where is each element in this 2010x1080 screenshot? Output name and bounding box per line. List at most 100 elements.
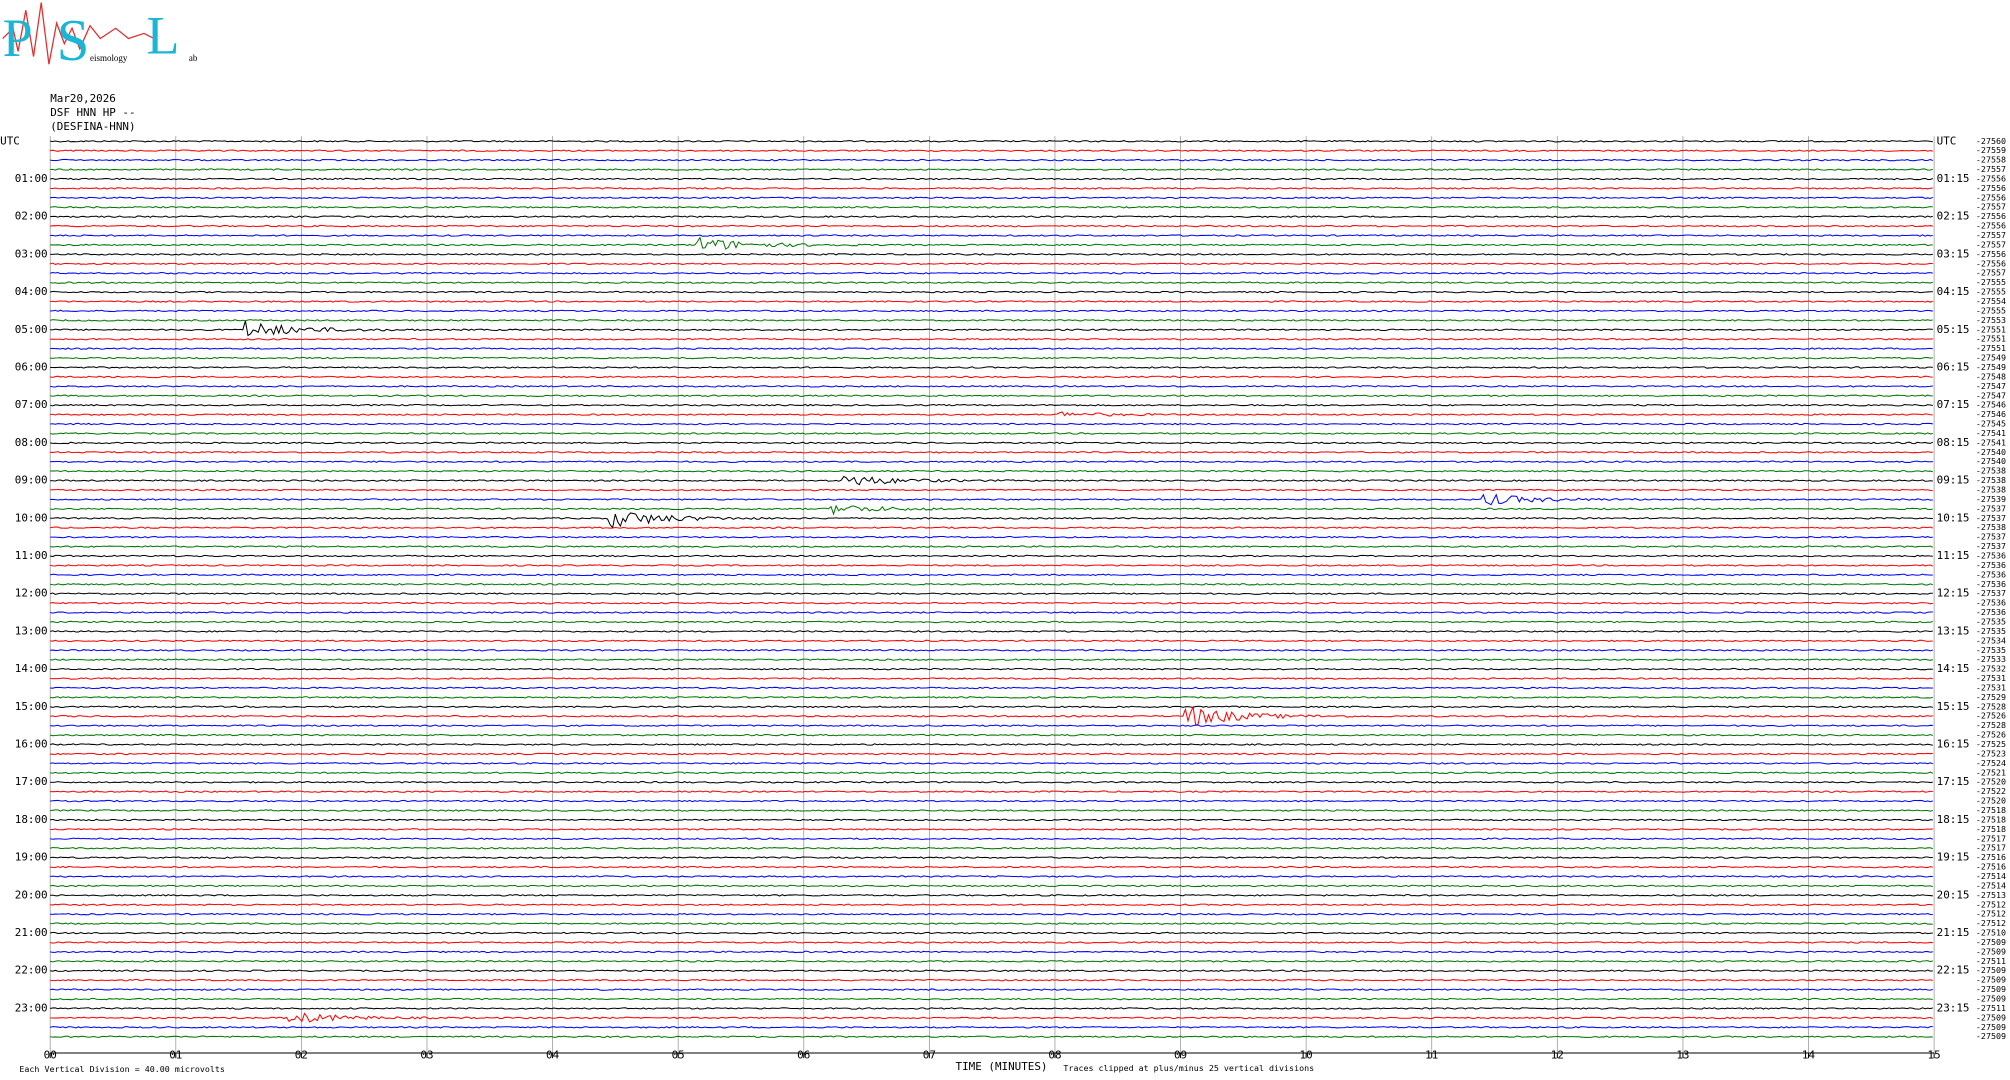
hour-label-right: 17:15 [1937,775,1970,788]
trace [50,573,1933,577]
trace [50,196,1934,200]
trace [50,865,1933,869]
trace-offset: -27557 [1976,268,2006,278]
trace-offset: -27531 [1976,682,2006,692]
trace [50,592,1933,595]
trace [50,696,1933,699]
trace [50,554,1933,558]
trace [50,1026,1933,1029]
trace-offset: -27540 [1976,456,2006,466]
trace [50,504,1933,516]
trace [50,366,1933,369]
trace [50,224,1933,228]
trace [50,960,1933,963]
logo: P S L eismology ab [2,2,198,73]
logo-word: ab [189,53,198,63]
trace [50,1012,1934,1023]
trace-offset: -27514 [1976,880,2006,890]
hour-label-right: 10:15 [1937,511,1970,524]
trace-offset: -27551 [1976,343,2006,353]
hour-label: 04:00 [15,285,48,298]
x-tick-label: 11 [1425,1049,1438,1062]
trace [50,620,1933,624]
trace [50,639,1933,643]
x-tick-label: 14 [1802,1049,1816,1062]
trace-offset: -27509 [1976,1031,2006,1041]
trace [50,931,1933,935]
trace-offset: -27521 [1976,767,2006,777]
trace [50,460,1933,463]
hour-label: 06:00 [15,360,48,373]
trace [50,337,1933,341]
logo-letter: L [147,5,180,65]
trace [50,912,1933,916]
station-name: (DESFINA-HNN) [50,120,135,133]
trace [50,941,1933,944]
trace-offset: -27512 [1976,909,2006,919]
hour-label-right: 20:15 [1937,888,1970,901]
grid [49,136,1935,1059]
trace [50,818,1933,822]
hour-label-right: 01:15 [1937,172,1970,185]
trace-offset: -27557 [1976,239,2006,249]
trace [50,583,1933,586]
trace [50,667,1933,671]
trace [50,411,1933,417]
trace [50,290,1933,294]
trace-offset: -27516 [1976,852,2006,862]
x-tick-label: 12 [1551,1049,1564,1062]
trace-offset: -27541 [1976,437,2006,447]
trace [50,300,1934,303]
trace-offset: -27511 [1976,1003,2006,1013]
trace [50,535,1933,539]
x-tick-label: 01 [169,1049,182,1062]
scale-note: Each Vertical Division = 40.00 microvolt… [19,1064,225,1074]
hour-label-right: 19:15 [1937,851,1970,864]
trace [50,469,1933,473]
trace-offset: -27541 [1976,428,2006,438]
trace [50,139,1933,143]
trace [50,988,1933,991]
trace-offset: -27536 [1976,579,2006,589]
trace [50,884,1933,888]
hour-label: 21:00 [15,926,48,939]
trace-offset: -27537 [1976,513,2006,523]
hour-label-right: 22:15 [1937,964,1970,977]
trace-offset: -27547 [1976,381,2006,391]
logo-letter: S [57,7,90,73]
trace-offset: -27509 [1976,984,2006,994]
trace-offset: -27525 [1976,739,2006,749]
trace [50,356,1933,360]
trace-offset: -27536 [1976,560,2006,570]
trace-offset: -27510 [1976,928,2006,938]
trace-offset: -27555 [1976,305,2006,315]
trace-offset: -27539 [1976,494,2006,504]
trace-offset: -27522 [1976,786,2006,796]
trace-offset: -27536 [1976,598,2006,608]
trace [50,733,1933,737]
trace-offset: -27517 [1976,843,2006,853]
trace-offset: -27509 [1976,1022,2006,1032]
trace-offset: -27537 [1976,532,2006,542]
hour-label: 14:00 [15,662,48,675]
hour-label: UTC [0,134,20,147]
trace-offset: -27556 [1976,258,2006,268]
trace [50,403,1933,407]
trace [50,564,1934,567]
trace [50,488,1933,492]
hour-label: 20:00 [15,888,48,901]
trace [50,771,1934,775]
trace [50,828,1933,831]
trace-offset: -27513 [1976,890,2006,900]
trace [50,903,1933,907]
trace-offset: -27537 [1976,541,2006,551]
hour-label: 09:00 [15,474,48,487]
trace [50,493,1933,506]
trace-offset: -27523 [1976,748,2006,758]
trace [50,686,1933,690]
trace-offset: -27520 [1976,796,2006,806]
trace [50,630,1933,633]
trace-offset: -27556 [1976,183,2006,193]
trace [50,705,1933,709]
trace-offset: -27538 [1976,475,2006,485]
